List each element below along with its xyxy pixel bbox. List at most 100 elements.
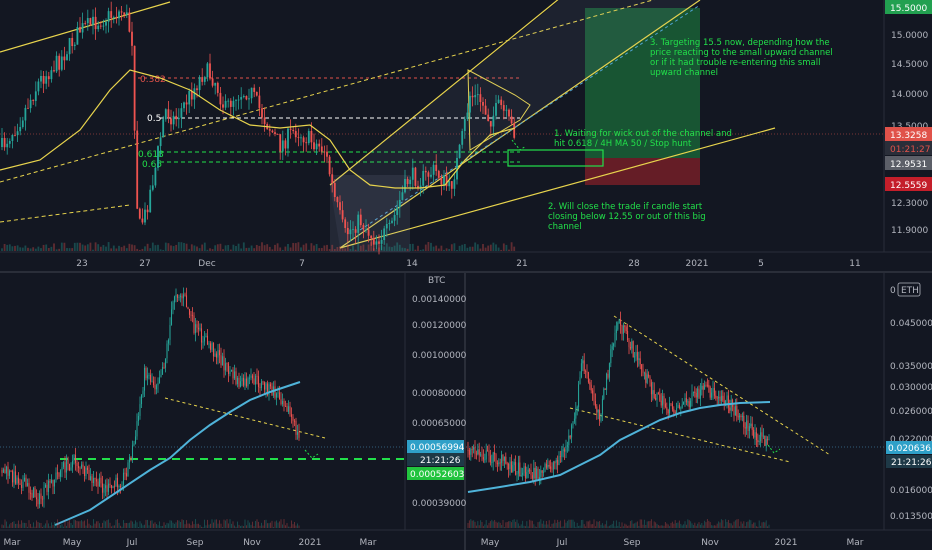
top-candle	[240, 97, 243, 100]
top-volume-bar	[427, 242, 430, 251]
top-volume-bar	[458, 245, 461, 251]
top-volume-bar	[190, 244, 193, 251]
eth-upper-trendline[interactable]	[613, 315, 831, 456]
btc-candle	[137, 415, 140, 422]
btc-candle	[103, 488, 105, 493]
top-volume-bar	[94, 242, 97, 251]
btc-candle	[244, 378, 246, 386]
top-candle	[456, 157, 458, 180]
btc-price-axis[interactable]: 0.00140000 0.00120000 0.00100000 0.00080000…	[412, 295, 467, 509]
eth-volume-bar	[657, 525, 659, 528]
eth-moving-average	[467, 401, 771, 493]
top-candle	[513, 123, 516, 138]
eth-candle	[480, 454, 482, 456]
top-candle	[435, 164, 438, 171]
eth-x-tick-label: Jul	[556, 538, 568, 548]
top-volume-bar	[393, 245, 396, 251]
eth-candle	[550, 466, 552, 469]
eth-candle	[624, 325, 626, 328]
eth-symbol-box[interactable]	[897, 282, 921, 297]
eth-candle	[537, 468, 539, 479]
btc-candle	[199, 328, 201, 330]
eth-candle	[685, 398, 687, 403]
btc-candle	[181, 295, 183, 299]
btc-candle	[248, 377, 251, 379]
eth-volume-bar	[691, 523, 693, 528]
eth-volume-bar	[579, 525, 581, 528]
top-candle	[47, 76, 50, 80]
eth-candle	[660, 400, 662, 406]
eth-volume-bar	[753, 522, 755, 528]
top-candle	[8, 141, 11, 144]
mid-channel-dashed[interactable]	[0, 0, 660, 183]
big-channel-support[interactable]	[339, 127, 776, 249]
btc-volume-bar	[106, 520, 108, 528]
top-candle	[401, 192, 404, 200]
btc-candle	[278, 392, 281, 400]
eth-lower-trendline[interactable]	[569, 407, 791, 463]
top-volume-bar	[144, 246, 146, 251]
eth-candle	[692, 391, 694, 393]
eth-volume-bar	[722, 520, 724, 528]
top-x-tick-label: 28	[628, 259, 640, 269]
eth-x-tick-label: Sep	[624, 538, 641, 548]
stop-zone[interactable]	[585, 158, 700, 185]
upper-channel-line[interactable]	[0, 1, 171, 53]
top-volume-bar	[235, 245, 237, 251]
top-candle	[336, 197, 339, 203]
eth-volume-bar	[634, 523, 636, 528]
btc-candle	[232, 369, 234, 379]
btc-volume-bar	[65, 525, 68, 528]
eth-time-axis[interactable]: May Jul Sep Nov 2021 Mar	[481, 538, 864, 548]
eth-volume-bar	[723, 526, 725, 528]
eth-volume-bar	[485, 520, 487, 528]
btc-volume-bar	[79, 521, 81, 528]
eth-candle	[523, 466, 525, 473]
top-candle	[115, 17, 118, 19]
top-candle	[279, 134, 282, 152]
rising-channel-upper[interactable]	[329, 0, 560, 186]
btc-volume-bar	[86, 519, 89, 528]
eth-volume-bar	[653, 521, 655, 528]
top-time-axis[interactable]: 23 27 Dec 7 14 21 28 2021 5 11	[76, 259, 860, 269]
eth-candle	[650, 382, 652, 395]
eth-candle	[751, 423, 753, 430]
top-volume-bar	[401, 247, 404, 251]
btc-volume-bar	[109, 522, 111, 528]
btc-volume-bar	[104, 521, 107, 528]
eth-volume-bar	[564, 519, 566, 528]
top-volume-bar	[229, 249, 232, 251]
eth-price-axis[interactable]: 0.045000 0.035000 0.030000 0.026000 0.022000…	[890, 319, 932, 522]
eth-candle	[578, 384, 580, 408]
btc-y-tick-label: 0.00140000	[412, 295, 467, 305]
small-upward-channel[interactable]	[467, 69, 531, 151]
entry-box[interactable]	[507, 149, 604, 167]
lower-channel-dashed[interactable]	[0, 204, 131, 223]
btc-volume-bar	[68, 520, 71, 528]
btc-candle	[14, 471, 17, 484]
target-zone[interactable]	[585, 8, 700, 158]
eth-candle	[708, 384, 710, 388]
eth-x-tick-label: May	[481, 538, 500, 548]
eth-candle	[477, 449, 479, 455]
btc-volume-bar	[157, 525, 159, 528]
eth-candle	[757, 440, 759, 443]
btc-candle	[23, 477, 26, 482]
top-volume-bar	[73, 242, 76, 251]
top-volume-bar	[443, 249, 445, 251]
btc-volume-bar	[176, 520, 179, 528]
top-candle	[131, 31, 133, 46]
top-candle	[16, 131, 19, 136]
btc-candle	[260, 381, 263, 388]
btc-time-axis[interactable]: Mar May Jul Sep Nov 2021 Mar	[4, 538, 377, 548]
eth-candle	[551, 468, 553, 470]
eth-candle	[603, 388, 605, 399]
btc-volume-bar	[137, 526, 140, 528]
eth-candle	[690, 400, 692, 408]
eth-volume-bar	[734, 520, 736, 528]
eth-candle	[712, 388, 714, 393]
top-candle	[440, 177, 443, 185]
eth-volume-bar	[502, 519, 504, 528]
top-candle	[294, 131, 297, 138]
